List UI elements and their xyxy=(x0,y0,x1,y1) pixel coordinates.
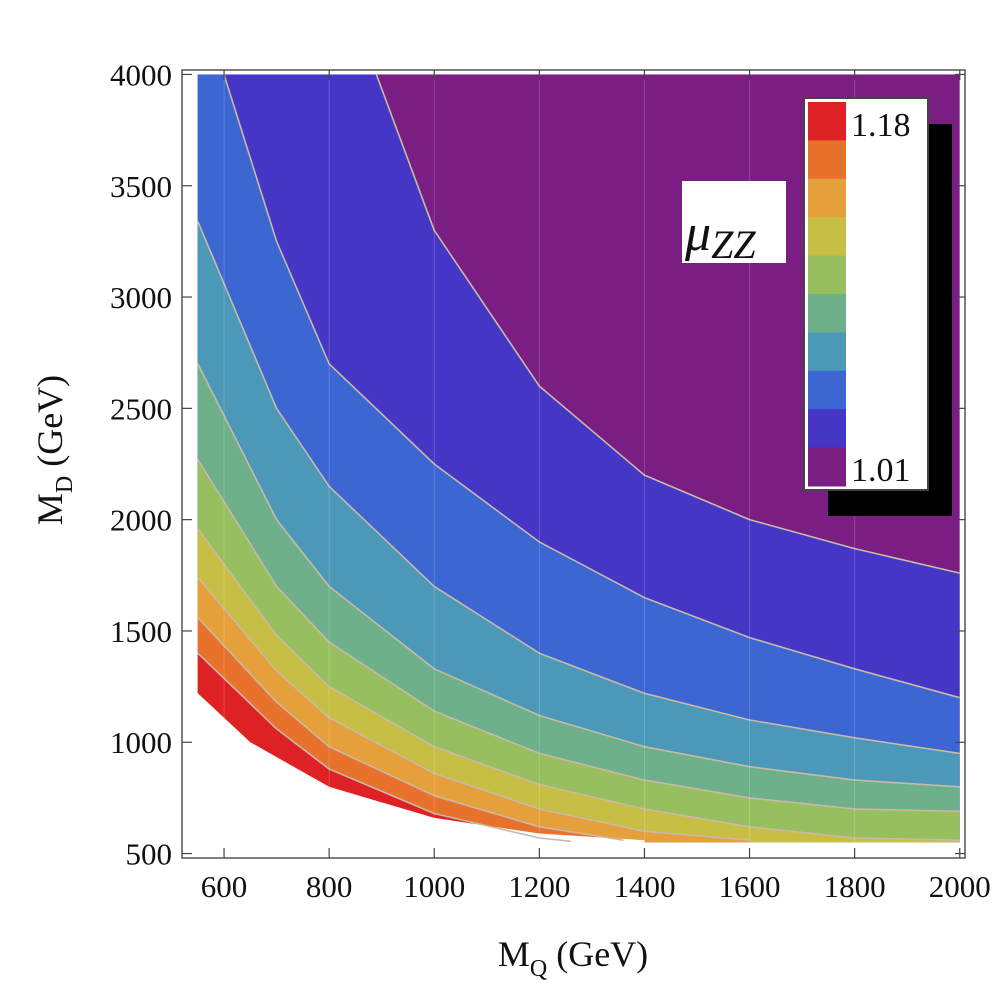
contour-line-1 xyxy=(375,74,960,574)
contour-line-7 xyxy=(197,576,750,841)
y-tick-label-3: 2000 xyxy=(110,503,172,538)
legend-swatch-5 xyxy=(808,294,846,333)
legend-swatch-6 xyxy=(808,332,846,372)
legend-swatch-9 xyxy=(808,447,846,487)
x-tick-label-0: 600 xyxy=(201,869,248,904)
legend-min-label: 1.01 xyxy=(851,452,911,489)
legend-max-label: 1.18 xyxy=(851,107,911,144)
contour-line-2 xyxy=(223,74,960,699)
plot-frame xyxy=(181,69,966,859)
y-tick-label-4: 2500 xyxy=(110,391,172,426)
legend-title-mu: μ xyxy=(684,205,711,262)
x-axis-title-main: M xyxy=(498,934,530,974)
x-tick-label-2: 1000 xyxy=(403,869,465,904)
legend-swatch-3 xyxy=(808,217,846,257)
y-tick-label-7: 4000 xyxy=(110,57,172,92)
y-tick-label-1: 1000 xyxy=(110,725,172,760)
contour-line-5 xyxy=(197,459,960,813)
y-tick-label-2: 1500 xyxy=(110,614,172,649)
contour-line-4 xyxy=(197,363,960,788)
y-axis-title-unit: (GeV) xyxy=(30,375,70,476)
color-legend: 1.18 1.01 μZZ xyxy=(682,97,952,516)
legend-color-bar xyxy=(808,102,846,487)
legend-swatch-1 xyxy=(808,140,846,180)
axis-ticks xyxy=(182,70,965,858)
legend-swatch-4 xyxy=(808,255,846,295)
empty-region xyxy=(182,693,645,858)
x-axis-title-unit: (GeV) xyxy=(547,934,648,974)
y-tick-label-5: 3000 xyxy=(110,280,172,315)
x-axis-title-sub: Q xyxy=(530,956,547,982)
y-tick-label-0: 500 xyxy=(126,837,173,872)
axis-tick-labels: 600 800 1000 1200 1400 1600 1800 2000 500 1000 150… xyxy=(110,57,991,904)
y-tick-label-6: 3500 xyxy=(110,169,172,204)
x-tick-label-7: 2000 xyxy=(929,869,991,904)
legend-title-bg xyxy=(682,181,786,263)
legend-title-sub: ZZ xyxy=(711,222,756,267)
x-tick-label-3: 1200 xyxy=(508,869,570,904)
x-tick-label-5: 1600 xyxy=(719,869,781,904)
y-axis-title-sub: D xyxy=(52,476,78,493)
contour-line-6 xyxy=(197,528,960,841)
contour-line-3 xyxy=(197,221,960,755)
x-tick-label-6: 1800 xyxy=(824,869,886,904)
y-axis-title: MD (GeV) xyxy=(30,375,78,525)
x-axis-title: MQ (GeV) xyxy=(498,934,648,982)
legend-swatch-7 xyxy=(808,370,846,410)
contour-line-9 xyxy=(197,652,571,843)
legend-swatch-8 xyxy=(808,409,846,449)
legend-title: μZZ xyxy=(684,205,756,267)
contour-line-8 xyxy=(197,617,624,841)
y-axis-title-main: M xyxy=(30,493,70,525)
legend-swatch-2 xyxy=(808,178,846,218)
x-tick-label-1: 800 xyxy=(306,869,353,904)
x-tick-label-4: 1400 xyxy=(613,869,675,904)
legend-swatch-0 xyxy=(808,102,846,141)
